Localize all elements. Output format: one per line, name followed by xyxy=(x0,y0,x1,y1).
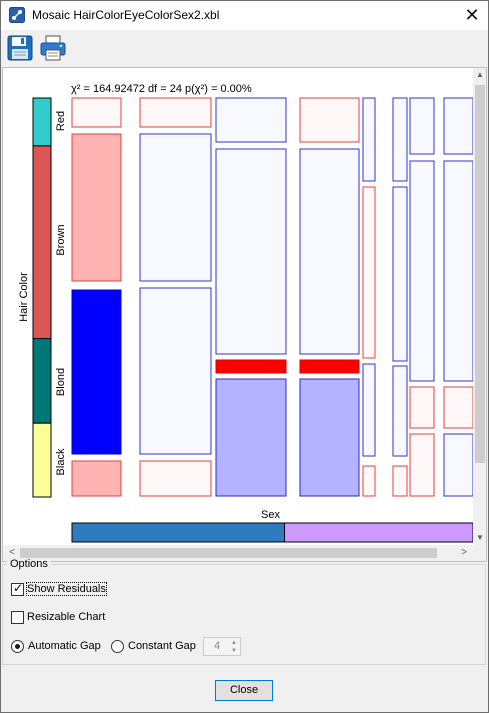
options-group xyxy=(2,564,486,665)
hair-color-legend-bar xyxy=(32,97,52,498)
scroll-down-icon[interactable]: ▼ xyxy=(476,533,484,542)
hair-color-bar-red xyxy=(32,97,52,147)
mosaic-tile-15 xyxy=(409,160,435,382)
mosaic-tiles xyxy=(71,97,473,497)
vertical-scroll-thumb[interactable] xyxy=(475,85,485,463)
mosaic-tile-8 xyxy=(443,97,473,155)
mosaic-plot xyxy=(32,97,473,543)
mosaic-tile-13 xyxy=(362,186,376,359)
constant-gap-radio[interactable] xyxy=(111,640,124,653)
hair-color-bar-blond xyxy=(32,338,52,424)
mosaic-tile-5 xyxy=(362,97,376,182)
mosaic-tile-29 xyxy=(362,465,376,497)
mosaic-tile-7 xyxy=(409,97,435,155)
hair-color-bar-black xyxy=(32,422,52,498)
sex-bar-segment-2 xyxy=(284,522,473,543)
checkmark-icon: ✓ xyxy=(13,581,24,595)
constant-gap-label[interactable]: Constant Gap xyxy=(128,640,196,652)
vertical-scrollbar[interactable]: ▲ ▼ xyxy=(473,68,486,545)
chi-square-statistic: χ² = 164.92472 df = 24 p(χ²) = 0.00% xyxy=(71,83,252,95)
mosaic-tile-26 xyxy=(139,460,212,497)
hair-color-bar-brown xyxy=(32,145,52,340)
mosaic-tile-14 xyxy=(392,186,408,362)
mosaic-tile-1 xyxy=(71,97,122,128)
mosaic-tile-4 xyxy=(299,97,360,143)
title-bar[interactable]: Mosaic HairColorEyeColorSex2.xbl ✕ xyxy=(1,1,488,30)
window-title: Mosaic HairColorEyeColorSex2.xbl xyxy=(32,8,220,22)
mosaic-tile-24 xyxy=(443,386,473,429)
radio-selected-dot xyxy=(15,644,20,649)
mosaic-tile-32 xyxy=(443,433,473,497)
mosaic-tile-22 xyxy=(392,365,408,457)
mosaic-tile-2 xyxy=(139,97,212,128)
horizontal-scroll-thumb[interactable] xyxy=(20,548,437,558)
mosaic-tile-11 xyxy=(215,148,287,355)
spinner-down-icon[interactable]: ▼ xyxy=(231,648,237,654)
automatic-gap-label[interactable]: Automatic Gap xyxy=(28,640,101,652)
sex-legend-bar xyxy=(71,522,473,543)
x-axis-label: Sex xyxy=(261,509,280,521)
toolbar xyxy=(1,30,488,66)
options-legend: Options xyxy=(7,558,51,570)
sex-bar-segment-1 xyxy=(71,522,286,543)
resizable-chart-label[interactable]: Resizable Chart xyxy=(27,611,106,623)
mosaic-tile-27 xyxy=(215,378,287,497)
close-button[interactable]: Close xyxy=(215,680,273,701)
mosaic-tile-3 xyxy=(215,97,287,143)
automatic-gap-radio[interactable] xyxy=(11,640,24,653)
mosaic-tile-9 xyxy=(71,133,122,282)
printer-icon[interactable] xyxy=(39,34,67,62)
gap-size-value: 4 xyxy=(214,640,221,652)
scroll-left-icon[interactable]: < xyxy=(9,547,15,558)
mosaic-tile-19 xyxy=(215,359,287,374)
show-residuals-label[interactable]: Show Residuals xyxy=(26,582,107,596)
mosaic-tile-10 xyxy=(139,133,212,282)
mosaic-tile-6 xyxy=(392,97,408,182)
mosaic-tile-25 xyxy=(71,460,122,497)
mosaic-tile-21 xyxy=(362,363,376,457)
mosaic-tile-16 xyxy=(443,160,473,382)
mosaic-tile-20 xyxy=(299,359,360,374)
horizontal-scrollbar[interactable]: < > xyxy=(3,545,473,561)
floppy-disk-icon[interactable] xyxy=(6,34,34,62)
scroll-right-icon[interactable]: > xyxy=(461,547,467,558)
close-window-icon[interactable]: ✕ xyxy=(464,5,480,25)
mosaic-tile-30 xyxy=(392,465,408,497)
mosaic-tile-23 xyxy=(409,386,435,429)
app-icon xyxy=(9,7,25,23)
mosaic-tile-28 xyxy=(299,378,360,497)
resizable-chart-checkbox[interactable] xyxy=(11,611,24,624)
mosaic-tile-17 xyxy=(71,289,122,455)
mosaic-tile-12 xyxy=(299,148,360,355)
scrollbar-corner xyxy=(473,545,486,561)
spinner-up-icon[interactable]: ▲ xyxy=(231,640,237,646)
show-residuals-checkbox[interactable]: ✓ xyxy=(11,581,24,596)
scroll-up-icon[interactable]: ▲ xyxy=(476,70,484,79)
mosaic-tile-31 xyxy=(409,433,435,497)
gap-size-spinner[interactable]: 4 ▲ ▼ xyxy=(203,637,241,656)
mosaic-tile-18 xyxy=(139,287,212,455)
mosaic-chart-panel: χ² = 164.92472 df = 24 p(χ²) = 0.00% Hai… xyxy=(2,67,487,562)
